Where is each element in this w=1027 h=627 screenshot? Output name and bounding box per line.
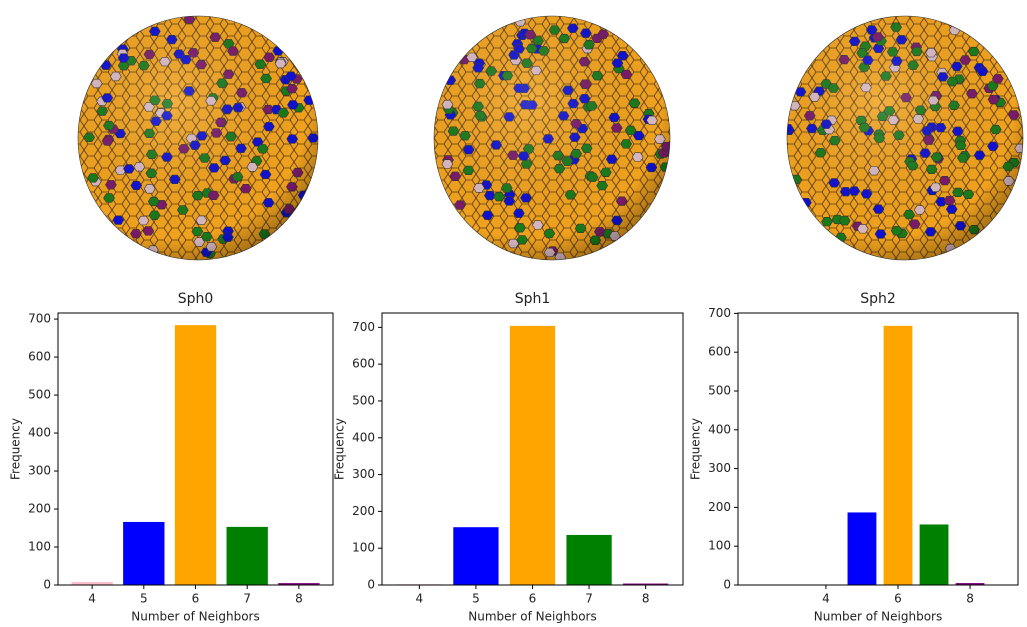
x-axis-label: Number of Neighbors (468, 610, 596, 624)
chart-title: Sph0 (178, 291, 214, 307)
y-tick-label: 700 (352, 320, 375, 334)
bar (883, 325, 913, 585)
y-tick-label: 200 (28, 502, 51, 516)
bar (955, 583, 985, 585)
bar (123, 521, 165, 585)
y-axis-label: Frequency (9, 418, 23, 480)
y-tick-label: 200 (708, 500, 731, 514)
x-tick-label: 5 (472, 592, 480, 606)
y-tick-label: 600 (352, 357, 375, 371)
x-tick-label: 8 (642, 592, 650, 606)
bar (71, 581, 113, 585)
bar (453, 527, 499, 585)
y-tick-label: 300 (352, 467, 375, 481)
x-axis-label: Number of Neighbors (814, 610, 942, 624)
plot-frame (737, 312, 1019, 586)
y-tick-label: 100 (352, 541, 375, 555)
bar (566, 534, 612, 585)
x-tick-label: 6 (529, 592, 537, 606)
sphere-images (77, 15, 1024, 261)
x-tick-label: 7 (243, 592, 251, 606)
y-tick-label: 100 (28, 540, 51, 554)
y-tick-label: 300 (28, 464, 51, 478)
y-tick-label: 300 (708, 461, 731, 475)
sphere-shade (77, 15, 319, 261)
x-tick-label: 8 (295, 592, 303, 606)
bar (623, 583, 669, 585)
x-tick-label: 4 (88, 592, 96, 606)
x-tick-label: 6 (192, 592, 200, 606)
y-tick-label: 700 (708, 306, 731, 320)
y-tick-label: 600 (708, 345, 731, 359)
chart-title: Sph2 (860, 291, 896, 307)
y-tick-label: 500 (708, 383, 731, 397)
y-tick-label: 500 (28, 388, 51, 402)
y-tick-label: 400 (352, 430, 375, 444)
y-tick-label: 0 (43, 578, 51, 592)
x-tick-label: 7 (585, 592, 593, 606)
bar (919, 524, 949, 585)
y-tick-label: 400 (708, 422, 731, 436)
y-tick-label: 0 (723, 578, 731, 592)
y-tick-label: 400 (28, 426, 51, 440)
sphere-shade (786, 15, 1024, 261)
y-tick-label: 600 (28, 350, 51, 364)
y-tick-label: 0 (367, 578, 375, 592)
x-tick-label: 6 (894, 592, 902, 606)
x-tick-label: 4 (416, 592, 424, 606)
bar (847, 512, 877, 585)
y-axis-label: Frequency (689, 418, 703, 480)
y-tick-label: 100 (708, 539, 731, 553)
chart-title: Sph1 (515, 291, 551, 307)
y-tick-label: 500 (352, 393, 375, 407)
y-axis-label: Frequency (333, 418, 347, 480)
y-tick-label: 700 (28, 312, 51, 326)
bar (278, 583, 320, 585)
x-axis-label: Number of Neighbors (131, 610, 259, 624)
bar (509, 325, 556, 585)
x-tick-label: 8 (966, 592, 974, 606)
bar (174, 325, 217, 585)
x-tick-label: 4 (822, 592, 830, 606)
x-tick-label: 5 (140, 592, 148, 606)
y-tick-label: 200 (352, 504, 375, 518)
bar (226, 526, 268, 585)
sphere-shade (433, 15, 671, 261)
